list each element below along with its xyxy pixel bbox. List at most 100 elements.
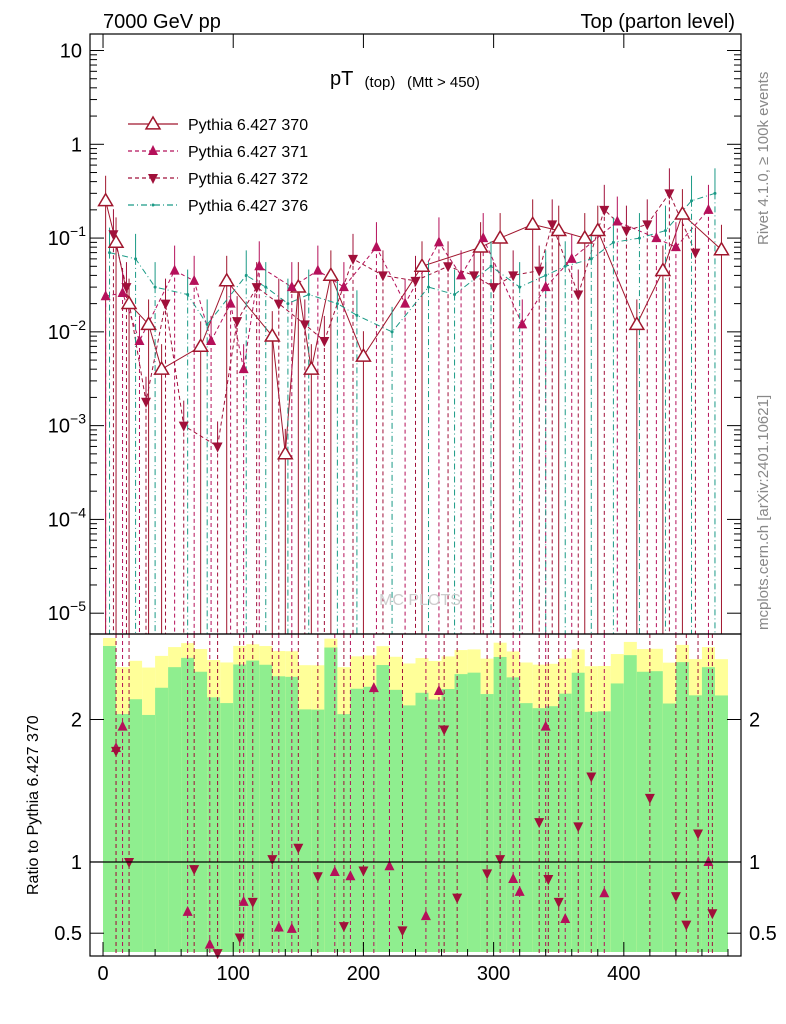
main-ytick-exp: −3 <box>70 411 86 427</box>
main-series-3-point <box>264 285 268 289</box>
ratio-series-0-point <box>182 905 193 916</box>
ratio-band-inner <box>454 674 468 952</box>
ratio-series-1-point <box>234 933 245 944</box>
main-ytick-base: 10 <box>48 603 70 625</box>
main-ytick-exp: −1 <box>70 223 86 239</box>
main-series-layer <box>105 168 722 634</box>
plot-title-cut: (Mtt > 450) <box>407 74 480 91</box>
main-series-2-point <box>690 248 701 259</box>
ratio-band-inner <box>155 687 169 952</box>
ratio-band-inner <box>649 671 663 952</box>
ratio-band-inner <box>363 686 377 952</box>
legend-entry: Pythia 6.427 370 <box>188 117 308 134</box>
ratio-series-1-point <box>439 725 450 736</box>
ratio-series-1-point <box>707 909 718 920</box>
ratio-band-inner <box>506 677 520 952</box>
main-series-3-point <box>611 240 615 244</box>
ratio-series-0-point <box>420 910 431 921</box>
ratio-band-inner <box>207 697 221 952</box>
main-ytick-label: 10−4 <box>48 504 86 531</box>
ratio-band-inner <box>545 706 559 952</box>
main-series-1-point <box>371 241 382 252</box>
legend-marker <box>151 203 155 207</box>
main-series-0-point <box>413 257 431 272</box>
ratio-band-inner <box>636 671 650 952</box>
main-series-0-point <box>322 266 340 282</box>
main-series-0-point <box>654 262 672 277</box>
ratio-band-inner <box>272 676 286 952</box>
legend-marker <box>144 115 162 130</box>
main-series-0-point <box>491 229 509 244</box>
ratio-series-0-point <box>273 921 284 932</box>
ratio-series-1-point <box>397 926 408 937</box>
main-series-1-point <box>189 274 200 285</box>
plot-title-sub: (top) <box>365 74 396 91</box>
ratio-band-inner <box>402 705 416 952</box>
main-series-0-point <box>97 192 114 207</box>
main-series-0-point <box>120 295 138 310</box>
main-series-3-line <box>109 192 716 333</box>
main-series-1-point <box>400 297 411 308</box>
main-series-0-point <box>674 205 691 220</box>
main-series-0-point <box>524 215 541 231</box>
main-series-3-point <box>518 285 522 289</box>
main-series-2-point <box>664 189 675 200</box>
ratio-band-inner <box>714 695 728 952</box>
ratio-series-1-point <box>212 949 223 960</box>
main-series-1-point <box>612 215 623 226</box>
main-series-0-point <box>107 233 125 249</box>
ratio-series-0-point <box>433 684 444 695</box>
main-series-1-point <box>433 236 444 247</box>
plot-title: pT (top) (Mtt > 450) <box>330 68 480 92</box>
main-series-2-point <box>443 262 454 273</box>
main-series-3-point <box>355 313 359 317</box>
main-series-2-point <box>469 271 480 282</box>
main-series-2-point <box>488 283 499 294</box>
main-series-3-point <box>713 191 717 195</box>
main-series-2-point <box>121 283 132 294</box>
main-series-2-point <box>573 290 584 301</box>
ratio-band-inner <box>675 662 689 952</box>
main-series-0-point <box>472 238 489 253</box>
ratio-series-1-point <box>670 892 681 903</box>
main-series-1-point <box>100 290 111 301</box>
ratio-band-inner <box>415 692 429 952</box>
main-series-1-point <box>517 318 528 329</box>
ratio-series-1-point <box>693 829 704 840</box>
ratio-band-inner <box>129 699 143 952</box>
main-series-2-point <box>642 220 653 231</box>
main-series-2-point <box>273 299 284 310</box>
legend-entry: Pythia 6.427 376 <box>188 198 308 215</box>
main-series-1-point <box>134 334 145 345</box>
main-series-2-point <box>621 226 632 237</box>
main-ytick-label: 1 <box>71 134 82 156</box>
ratio-series-0-point <box>514 885 525 896</box>
main-series-0-point <box>192 337 209 353</box>
main-ytick-base: 10 <box>48 228 70 250</box>
main-series-3-point <box>286 302 290 306</box>
ratio-xtick-label: 200 <box>347 963 380 985</box>
ratio-series-1-point <box>247 897 258 908</box>
legend-marker <box>148 145 158 155</box>
main-series-3-point <box>153 285 157 289</box>
main-series-0-point <box>140 315 157 331</box>
main-series-2-point <box>299 320 310 331</box>
ratio-x-ticks: 0 100 200 300 400 <box>97 34 729 985</box>
ratio-ytick-label: 1 <box>71 852 82 874</box>
ratio-series-0-point <box>703 855 714 866</box>
ratio-uncertainty-bands <box>103 638 728 952</box>
ratio-series-0-point <box>329 865 340 876</box>
main-markers-layer <box>97 189 730 460</box>
main-ytick-label: 10−2 <box>48 317 86 344</box>
ratio-series-1-point <box>482 869 493 880</box>
main-series-1-point <box>670 241 681 252</box>
main-series-1-point <box>456 269 467 280</box>
ratio-plot-panel: 2 2 1 1 0.5 0.5 0 100 200 300 400 Ratio to Pythia… <box>25 34 777 985</box>
ratio-band-inner <box>662 703 676 952</box>
main-series-1-point <box>338 281 349 292</box>
ratio-series-1-point <box>553 897 564 908</box>
ratio-band-inner <box>194 671 208 952</box>
main-series-3-point <box>186 293 190 297</box>
